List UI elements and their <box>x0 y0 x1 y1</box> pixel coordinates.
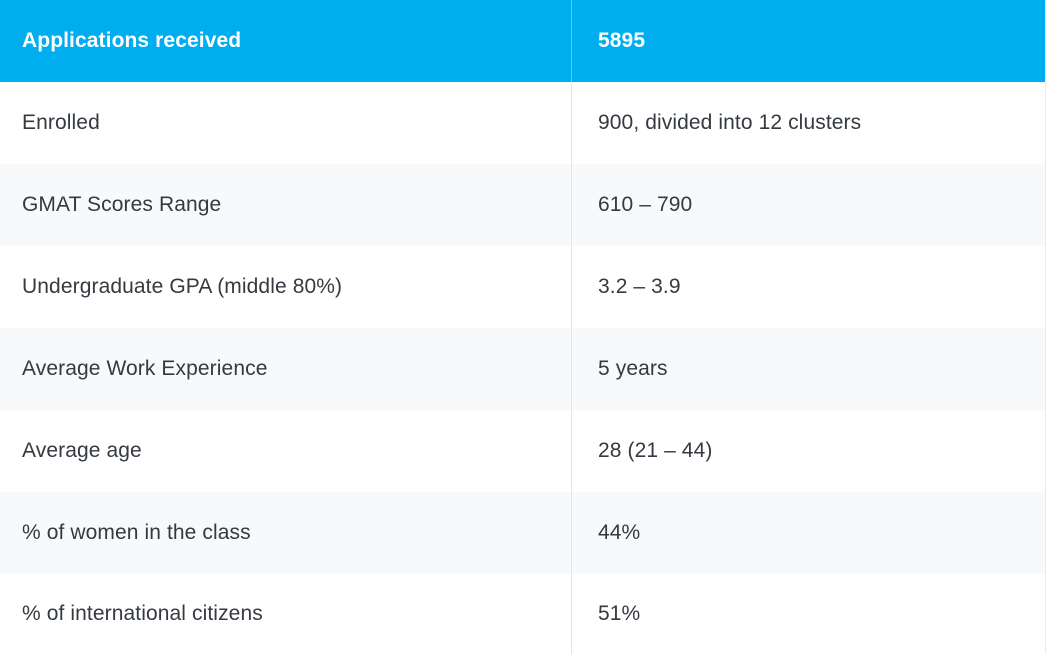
row-value-cell: 44% <box>598 521 641 544</box>
row-label-cell: Enrolled <box>0 82 572 164</box>
header-value-cell: 5895 <box>598 29 646 52</box>
table-row: Average Work Experience 5 years <box>0 328 1045 410</box>
row-label-cell: Undergraduate GPA (middle 80%) <box>0 246 572 328</box>
table-header-row: Applications received 5895 <box>0 0 1045 82</box>
table-row: % of international citizens 51% <box>0 574 1045 654</box>
table-row: GMAT Scores Range 610 – 790 <box>0 164 1045 246</box>
row-value-cell: 610 – 790 <box>598 193 693 216</box>
row-label-cell: Average Work Experience <box>0 328 572 410</box>
header-label-cell: Applications received <box>0 0 572 82</box>
table-row: Average age 28 (21 – 44) <box>0 410 1045 492</box>
row-value-cell: 5 years <box>598 357 668 380</box>
row-label-cell: % of women in the class <box>0 492 572 574</box>
row-label-cell: % of international citizens <box>0 574 572 654</box>
row-label-cell: Average age <box>0 410 572 492</box>
row-value-cell: 28 (21 – 44) <box>598 439 713 462</box>
row-value-cell: 900, divided into 12 clusters <box>598 111 862 134</box>
table-row: % of women in the class 44% <box>0 492 1045 574</box>
row-value-cell: 3.2 – 3.9 <box>598 275 681 298</box>
row-value-cell: 51% <box>598 602 641 625</box>
table-row: Undergraduate GPA (middle 80%) 3.2 – 3.9 <box>0 246 1045 328</box>
row-label-cell: GMAT Scores Range <box>0 164 572 246</box>
table-row: Enrolled 900, divided into 12 clusters <box>0 82 1045 164</box>
